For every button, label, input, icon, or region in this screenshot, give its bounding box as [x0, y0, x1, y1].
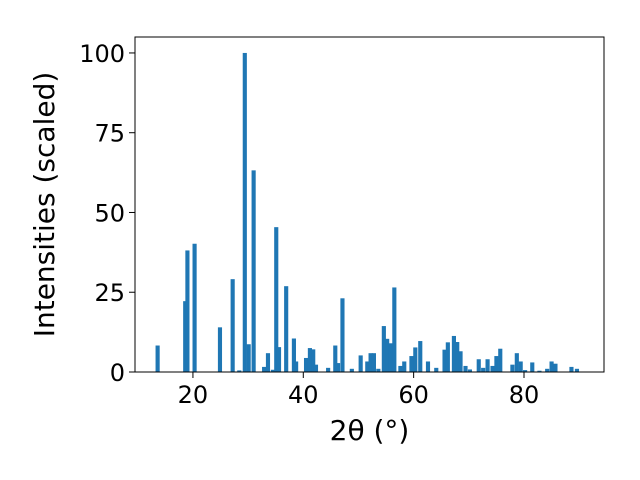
bar	[185, 250, 190, 372]
bar	[358, 355, 363, 372]
x-tick-label: 20	[178, 381, 209, 409]
bar	[467, 369, 472, 372]
bar	[385, 338, 390, 372]
bar	[442, 349, 447, 372]
bar	[276, 347, 282, 372]
bar	[458, 351, 463, 372]
bar	[514, 353, 519, 372]
x-axis-ticks: 20 40 60 80	[178, 372, 540, 409]
bar	[418, 341, 423, 372]
bar	[413, 347, 418, 372]
bar	[311, 349, 316, 372]
x-axis-label: 2θ (°)	[330, 414, 410, 447]
bar	[409, 356, 414, 372]
bar	[451, 335, 456, 372]
bar	[326, 367, 331, 372]
bar	[518, 361, 523, 372]
bar	[402, 361, 407, 372]
bar	[217, 327, 223, 372]
bar	[307, 348, 312, 372]
bar	[485, 359, 490, 372]
bar	[365, 361, 370, 372]
bar	[251, 170, 256, 372]
bar	[192, 243, 197, 372]
y-axis-ticks: 0 25 50 75 100	[79, 40, 135, 387]
bar	[265, 353, 271, 372]
x-tick-label: 60	[398, 381, 429, 409]
bar	[569, 366, 574, 372]
bar	[349, 368, 354, 372]
bar	[537, 370, 542, 372]
y-axis-label: Intensities (scaled)	[28, 72, 61, 338]
x-tick-label: 40	[288, 381, 319, 409]
bar	[398, 365, 403, 372]
bar	[340, 298, 345, 372]
bar	[530, 362, 535, 372]
bar	[494, 356, 499, 372]
bar	[242, 52, 247, 372]
bar	[523, 370, 528, 372]
bar	[313, 364, 319, 372]
bar	[371, 353, 376, 372]
bar	[246, 344, 251, 372]
bar	[381, 326, 386, 372]
y-tick-label: 25	[94, 279, 125, 307]
bar	[476, 359, 481, 372]
y-tick-label: 75	[94, 120, 125, 148]
y-tick-label: 50	[94, 199, 125, 227]
bar	[425, 361, 431, 372]
bar	[445, 342, 450, 372]
bar	[574, 368, 580, 372]
plot-frame	[134, 36, 605, 373]
bar	[274, 227, 279, 372]
bar	[553, 363, 558, 372]
bar	[376, 368, 381, 372]
bar	[333, 345, 338, 372]
bars-group	[155, 52, 580, 372]
y-tick-label: 100	[79, 40, 125, 68]
bar	[303, 357, 309, 372]
y-tick-label: 0	[110, 359, 125, 387]
bar	[455, 342, 460, 372]
bar	[230, 279, 235, 372]
bar	[183, 301, 188, 372]
bar	[549, 361, 554, 372]
bar	[481, 367, 486, 372]
bar	[270, 369, 276, 372]
x-tick-label: 80	[509, 381, 540, 409]
bar	[434, 367, 439, 372]
bar	[510, 364, 515, 372]
bar	[262, 366, 267, 372]
bar	[294, 361, 299, 372]
bar	[392, 287, 397, 372]
bar	[388, 343, 394, 372]
bar	[545, 368, 550, 372]
bar	[155, 345, 160, 372]
bar	[284, 286, 289, 372]
bar	[463, 365, 468, 372]
bar	[368, 353, 373, 372]
bar	[237, 370, 242, 372]
bar	[335, 363, 341, 372]
bar	[490, 365, 495, 372]
bar	[291, 338, 296, 372]
bar	[498, 348, 503, 372]
